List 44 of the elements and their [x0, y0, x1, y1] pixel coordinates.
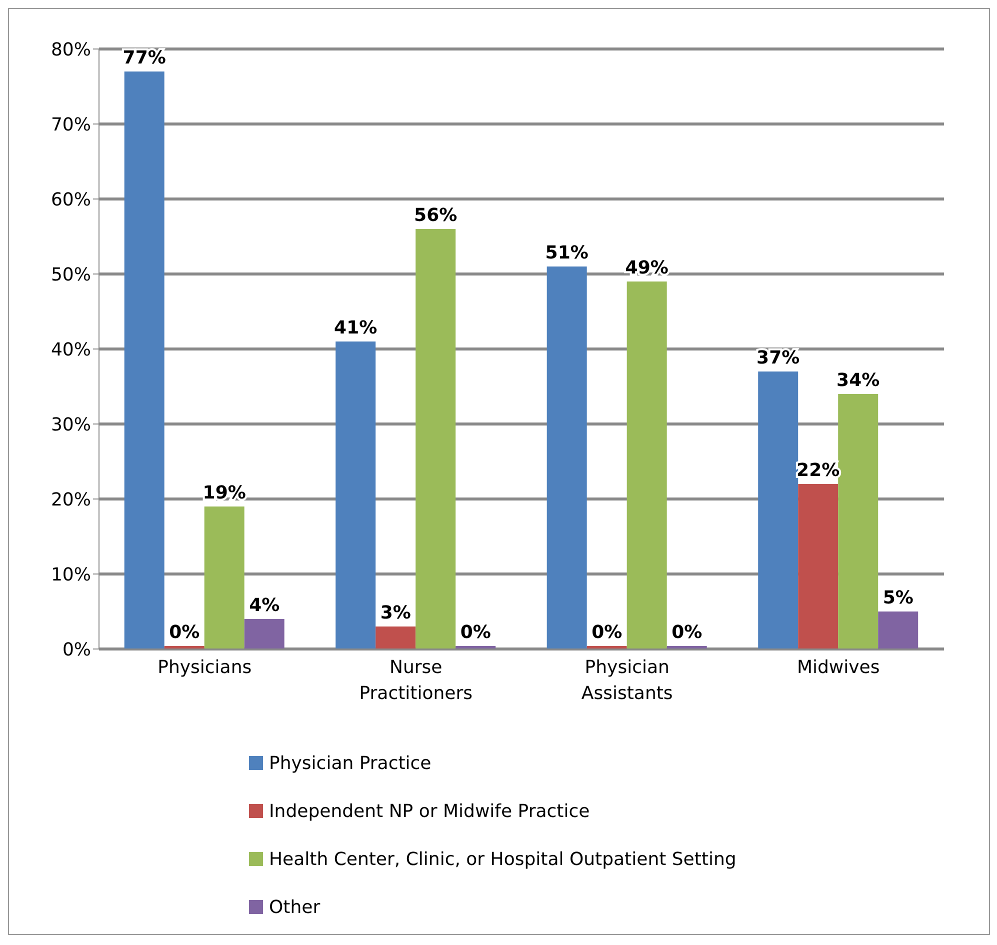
y-tick-label: 10% — [50, 564, 91, 586]
data-label: 77% — [122, 48, 166, 68]
legend-label: Physician Practice — [269, 752, 432, 774]
bar — [204, 506, 244, 649]
y-tick-label: 80% — [50, 39, 91, 60]
y-tick-label: 50% — [50, 264, 91, 286]
data-label: 0% — [169, 622, 200, 643]
bar — [878, 612, 918, 649]
data-label: 56% — [414, 205, 458, 226]
x-tick-label: Nurse Practitioners — [359, 657, 473, 704]
y-tick-label: 0% — [62, 639, 91, 660]
bar — [124, 72, 164, 649]
legend-label: Independent NP or Midwife Practice — [269, 800, 590, 822]
bar — [798, 484, 838, 649]
data-label: 49% — [625, 258, 668, 278]
data-label: 34% — [836, 370, 880, 391]
y-tick-label: 60% — [50, 189, 91, 210]
bar — [376, 626, 416, 649]
y-tick-label: 20% — [50, 489, 91, 510]
data-label: 0% — [592, 622, 622, 643]
data-label: 51% — [545, 242, 588, 264]
legend-label: Other — [269, 896, 320, 918]
data-label: 4% — [249, 595, 280, 616]
y-tick-label: 70% — [50, 114, 91, 136]
data-label: 37% — [756, 348, 800, 368]
data-label: 0% — [672, 622, 702, 643]
legend-label: Health Center, Clinic, or Hospital Outpatient Setting — [269, 848, 736, 870]
y-tick-label: 40% — [50, 339, 91, 360]
bar — [626, 282, 667, 649]
data-label: 19% — [202, 482, 246, 504]
bar — [244, 619, 284, 649]
bar — [758, 372, 798, 649]
bar — [416, 229, 456, 649]
x-tick-label: Physicians — [158, 657, 252, 678]
x-tick-label: Midwives — [796, 657, 880, 678]
data-label: 41% — [334, 318, 378, 338]
bar — [336, 342, 376, 649]
bar — [838, 394, 878, 649]
y-tick-label: 30% — [50, 414, 91, 436]
data-label: 3% — [380, 602, 411, 624]
data-label: 5% — [882, 588, 914, 608]
data-label: 0% — [460, 622, 491, 643]
x-tick-label: Physician Assistants — [581, 657, 673, 704]
bar — [546, 266, 587, 649]
